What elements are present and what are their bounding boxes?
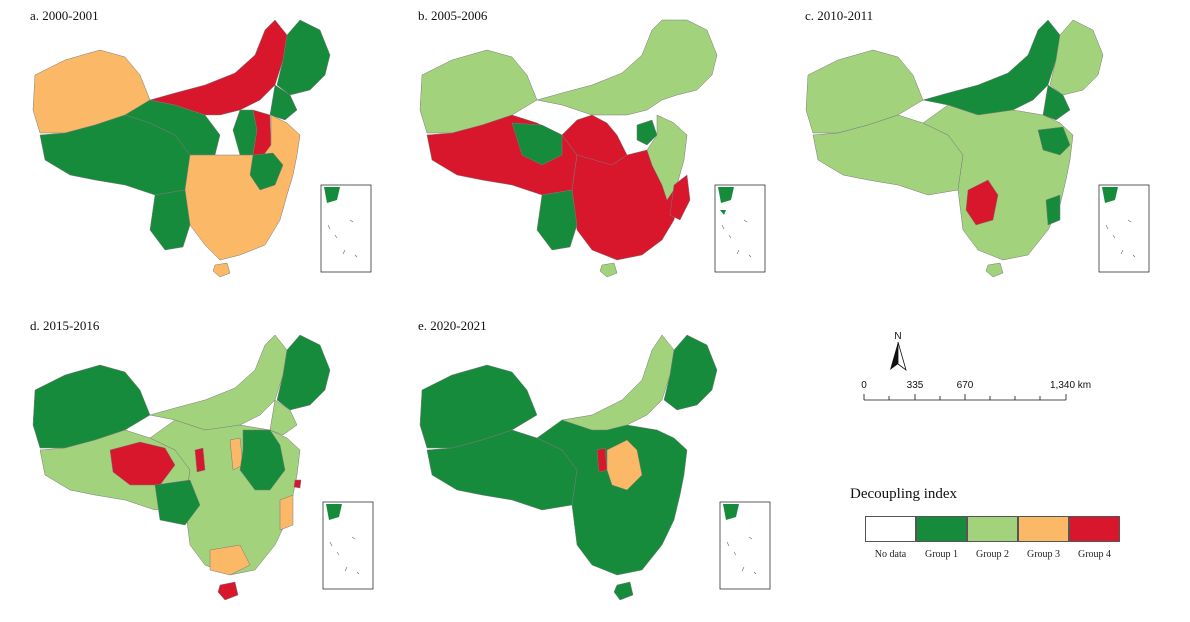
inset-south-china-sea-a [320, 184, 372, 273]
legend-swatch-0 [865, 516, 916, 542]
map-panel-a [32, 19, 372, 278]
panel-label-a: a. 2000-2001 [30, 8, 99, 23]
legend-label-1: Group 1 [924, 549, 959, 560]
inset-south-china-sea-d [322, 501, 374, 590]
inset-south-china-sea-c [1098, 184, 1150, 273]
legend-label-2: Group 2 [975, 549, 1010, 560]
scale-tick-0: 0 [861, 380, 867, 391]
north-arrow-label: N [894, 331, 901, 342]
panel-label-e: e. 2020-2021 [418, 318, 487, 333]
scale-tick-2: 670 [957, 380, 974, 391]
legend-swatch-3 [1018, 516, 1069, 542]
scale-tick-3: 1,340 km [1050, 380, 1091, 391]
legend-label-3: Group 3 [1026, 549, 1061, 560]
inset-south-china-sea-b [714, 184, 766, 273]
legend-swatch-1 [916, 516, 967, 542]
panel-label-c: c. 2010-2011 [805, 8, 874, 23]
panel-label-b: b. 2005-2006 [418, 8, 488, 23]
panel-label-d: d. 2015-2016 [30, 318, 100, 333]
legend-label-0: No data [874, 549, 907, 560]
map-panel-b [419, 19, 766, 278]
legend-swatch-4 [1069, 516, 1120, 542]
scale-bar: 0 335 670 1,340 km [861, 380, 1091, 401]
map-panel-e [419, 334, 771, 601]
map-panel-c [805, 19, 1150, 278]
north-arrow-and-scale: N 0 335 670 1,340 km [861, 331, 1091, 401]
scale-tick-1: 335 [907, 380, 924, 391]
north-arrow-icon: N [890, 331, 907, 372]
inset-south-china-sea-e [719, 501, 771, 590]
legend-title: Decoupling index [850, 486, 958, 502]
legend-label-4: Group 4 [1077, 549, 1112, 560]
legend-swatch-2 [967, 516, 1018, 542]
map-panel-d [32, 334, 374, 601]
